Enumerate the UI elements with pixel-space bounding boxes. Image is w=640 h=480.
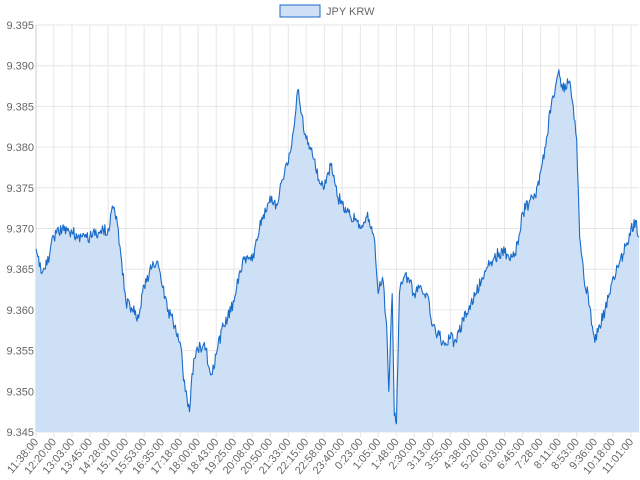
y-tick-label: 9.375	[6, 183, 34, 195]
y-tick-label: 9.395	[6, 20, 34, 32]
y-tick-label: 9.365	[6, 264, 34, 276]
series-line[interactable]	[35, 69, 640, 425]
legend[interactable]: JPY KRW	[279, 4, 375, 18]
y-tick-label: 9.355	[6, 346, 34, 358]
series-layer	[35, 69, 640, 433]
y-tick-label: 9.360	[6, 305, 34, 317]
y-tick-label: 9.345	[6, 427, 34, 439]
series-area-fill	[36, 69, 639, 433]
y-tick-label: 9.370	[6, 224, 34, 236]
y-axis: 9.345 9.350 9.355 9.360 9.365 9.370 9.375 9.380…	[6, 20, 34, 439]
y-tick-label: 9.350	[6, 386, 34, 398]
y-tick-label: 9.390	[6, 61, 34, 73]
legend-swatch[interactable]	[279, 4, 321, 18]
legend-label[interactable]: JPY KRW	[326, 6, 375, 18]
y-tick-label: 9.385	[6, 101, 34, 113]
y-tick-label: 9.380	[6, 142, 34, 154]
x-axis: 11:38:0012:20:0013:03:0013:45:0014:28:00…	[5, 436, 636, 477]
